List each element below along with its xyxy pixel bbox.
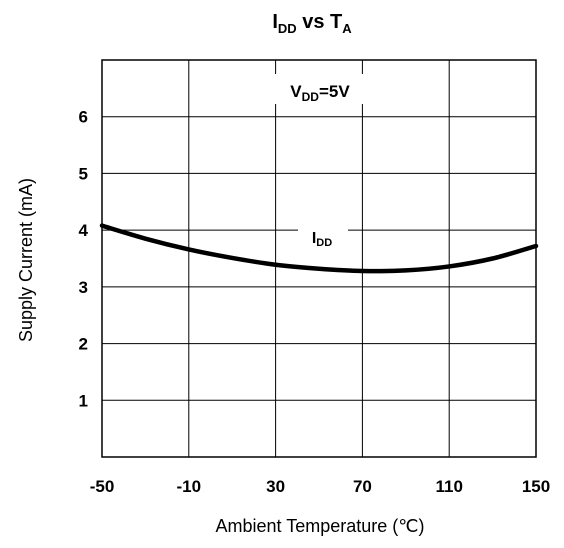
x-axis-title: Ambient Temperature (℃) [216, 516, 425, 536]
y-tick-label: 5 [79, 164, 88, 183]
y-axis-title: Supply Current (mA) [16, 178, 36, 342]
y-tick-label: 4 [79, 221, 89, 240]
x-tick-labels: -50 -10 30 70 110 150 [90, 477, 550, 496]
grid-lines [102, 60, 536, 457]
series-line-idd [99, 223, 539, 274]
y-tick-label: 1 [79, 391, 88, 410]
x-tick-label: -50 [90, 477, 115, 496]
y-tick-label: 2 [79, 335, 88, 354]
y-tick-label: 6 [79, 108, 88, 127]
x-tick-label: -10 [177, 477, 202, 496]
annotation-background [272, 74, 368, 104]
y-tick-label: 3 [79, 278, 88, 297]
series-group [99, 223, 539, 274]
series-label-background [298, 222, 348, 248]
y-tick-labels: 1 2 3 4 5 6 [79, 108, 89, 411]
annotation-vdd: VDD=5V [290, 82, 350, 104]
x-tick-label: 70 [353, 477, 372, 496]
series-label-idd: IDD [312, 230, 332, 249]
plot-area [101, 59, 537, 458]
chart-title: IDD vs TA [272, 11, 352, 36]
x-tick-label: 150 [522, 477, 550, 496]
x-tick-label: 30 [266, 477, 285, 496]
x-tick-label: 110 [435, 477, 462, 496]
